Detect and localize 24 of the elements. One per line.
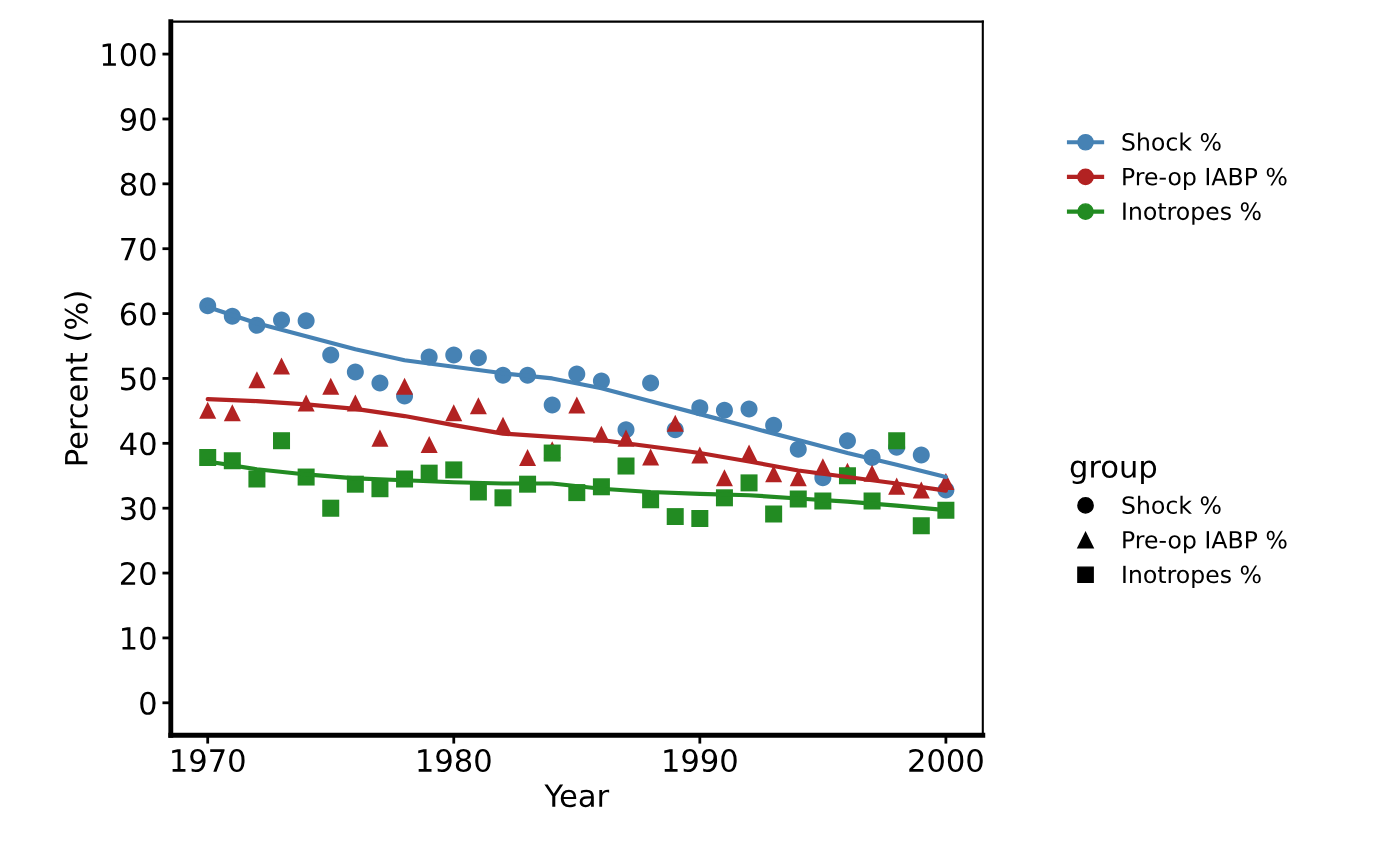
legend-label: Shock % (1122, 132, 1221, 151)
y-tick-label: 10 (122, 626, 156, 650)
y-tick-label: 30 (121, 497, 156, 521)
x-tick-label: 1980 (418, 748, 491, 773)
x-tick-label: 1990 (664, 748, 737, 773)
y-tick-label: 20 (120, 561, 156, 586)
y-tick-label: 50 (121, 367, 156, 391)
y-tick-label: 90 (120, 107, 156, 131)
x-axis-title: Year (544, 784, 610, 808)
y-axis-title: Percent (%) (64, 292, 92, 465)
text: Shock % (1122, 495, 1221, 515)
y-tick-label: 40 (120, 432, 156, 456)
y-tick-label: 70 (121, 237, 156, 261)
x-tick-label: 1970 (172, 748, 245, 773)
text: Pre-op IABP % (1123, 530, 1287, 554)
legend-title: group (1070, 460, 1157, 484)
y-tick-label: 100 (102, 43, 156, 67)
x-tick-label: 2000 (909, 748, 983, 773)
y-tick-label: 80 (120, 172, 156, 196)
text: Inotropes % (1123, 565, 1261, 588)
y-tick-label: 0 (140, 691, 156, 715)
legend-label: Inotropes % (1123, 202, 1261, 225)
y-tick-label: 60 (120, 302, 156, 326)
legend-label: Pre-op IABP % (1123, 167, 1287, 191)
